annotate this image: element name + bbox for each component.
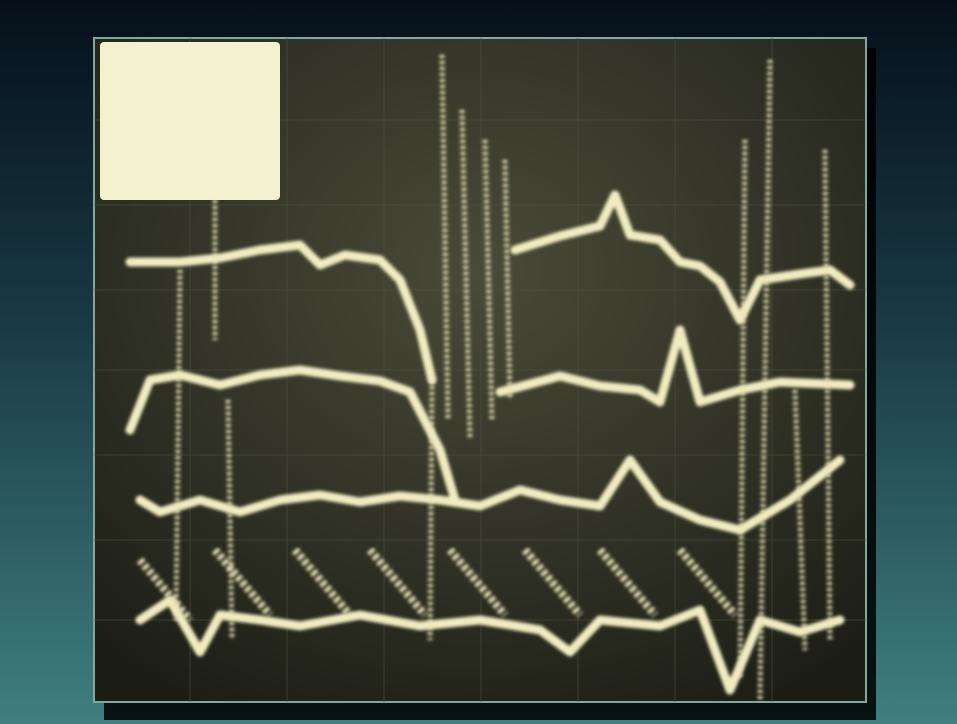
photo (0, 0, 957, 724)
page (0, 0, 957, 724)
label-patch (100, 42, 280, 200)
